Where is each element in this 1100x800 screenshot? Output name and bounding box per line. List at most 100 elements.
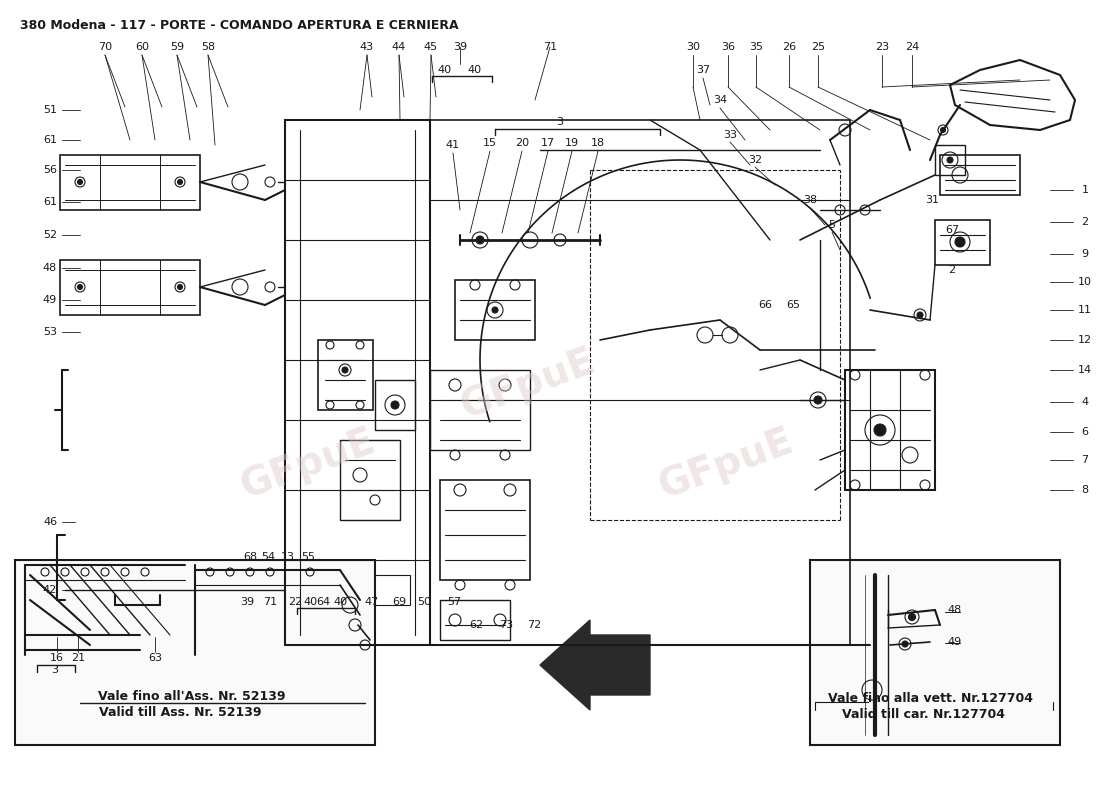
Circle shape bbox=[177, 285, 183, 290]
Text: 64: 64 bbox=[316, 597, 330, 607]
Text: 53: 53 bbox=[43, 327, 57, 337]
Circle shape bbox=[77, 179, 82, 185]
Text: 21: 21 bbox=[70, 653, 85, 663]
Text: 20: 20 bbox=[515, 138, 529, 148]
Text: 69: 69 bbox=[392, 597, 406, 607]
Circle shape bbox=[940, 127, 946, 133]
Bar bbox=[935, 145, 965, 175]
Text: 39: 39 bbox=[453, 42, 468, 52]
Text: 7: 7 bbox=[1081, 455, 1089, 465]
Text: 67: 67 bbox=[945, 225, 959, 235]
Text: 44: 44 bbox=[392, 42, 406, 52]
Circle shape bbox=[917, 312, 923, 318]
Text: 1: 1 bbox=[1081, 185, 1089, 195]
Text: 60: 60 bbox=[135, 42, 149, 52]
Text: 63: 63 bbox=[148, 653, 162, 663]
Text: 26: 26 bbox=[782, 42, 796, 52]
Text: 62: 62 bbox=[469, 620, 483, 630]
Circle shape bbox=[342, 367, 348, 373]
Text: 47: 47 bbox=[365, 597, 380, 607]
Text: 58: 58 bbox=[201, 42, 216, 52]
Bar bbox=[455, 280, 535, 340]
Text: Valid till car. Nr.127704: Valid till car. Nr.127704 bbox=[843, 707, 1005, 721]
Text: 4: 4 bbox=[1081, 397, 1089, 407]
Text: GFpuE: GFpuE bbox=[455, 342, 601, 426]
Text: Valid till Ass. Nr. 52139: Valid till Ass. Nr. 52139 bbox=[99, 706, 262, 719]
Text: 66: 66 bbox=[758, 300, 772, 310]
Circle shape bbox=[874, 424, 886, 436]
Text: 31: 31 bbox=[925, 195, 939, 205]
Circle shape bbox=[390, 401, 399, 409]
Text: 15: 15 bbox=[483, 138, 497, 148]
Text: GFpuE: GFpuE bbox=[653, 422, 799, 506]
Bar bbox=[318, 340, 373, 410]
Text: 10: 10 bbox=[1078, 277, 1092, 287]
Text: 39: 39 bbox=[240, 597, 254, 607]
Bar bbox=[430, 370, 530, 450]
Bar bbox=[375, 380, 415, 430]
Circle shape bbox=[902, 641, 908, 647]
Text: 55: 55 bbox=[301, 552, 315, 562]
Text: 9: 9 bbox=[1081, 249, 1089, 259]
Text: 18: 18 bbox=[591, 138, 605, 148]
Text: 56: 56 bbox=[43, 165, 57, 175]
Text: 40: 40 bbox=[438, 65, 452, 75]
Text: 380 Modena - 117 - PORTE - COMANDO APERTURA E CERNIERA: 380 Modena - 117 - PORTE - COMANDO APERT… bbox=[20, 19, 459, 32]
Text: 68: 68 bbox=[243, 552, 257, 562]
Text: 52: 52 bbox=[43, 230, 57, 240]
Bar bbox=[940, 155, 1020, 195]
Text: 38: 38 bbox=[803, 195, 817, 205]
Text: 61: 61 bbox=[43, 135, 57, 145]
Text: 61: 61 bbox=[43, 197, 57, 207]
Text: Vale fino alla vett. Nr.127704: Vale fino alla vett. Nr.127704 bbox=[827, 691, 1033, 705]
Text: 2: 2 bbox=[948, 265, 956, 275]
Circle shape bbox=[77, 285, 82, 290]
Bar bbox=[440, 600, 510, 640]
Text: 5: 5 bbox=[828, 220, 836, 230]
Text: 3: 3 bbox=[52, 665, 58, 675]
Text: 41: 41 bbox=[446, 140, 460, 150]
Bar bbox=[810, 560, 1060, 745]
Text: 19: 19 bbox=[565, 138, 579, 148]
Text: 30: 30 bbox=[686, 42, 700, 52]
Circle shape bbox=[947, 157, 953, 163]
Text: 49: 49 bbox=[948, 637, 962, 647]
Text: 23: 23 bbox=[874, 42, 889, 52]
Text: 43: 43 bbox=[360, 42, 374, 52]
Text: 17: 17 bbox=[541, 138, 556, 148]
Polygon shape bbox=[540, 620, 650, 710]
Text: 35: 35 bbox=[749, 42, 763, 52]
Bar bbox=[440, 480, 530, 580]
Text: 48: 48 bbox=[43, 263, 57, 273]
Text: 37: 37 bbox=[696, 65, 711, 75]
Text: Vale fino all'Ass. Nr. 52139: Vale fino all'Ass. Nr. 52139 bbox=[98, 690, 286, 703]
Text: 6: 6 bbox=[1081, 427, 1089, 437]
Bar bbox=[935, 220, 990, 265]
Text: 12: 12 bbox=[1078, 335, 1092, 345]
Text: 48: 48 bbox=[948, 605, 962, 615]
Circle shape bbox=[177, 179, 183, 185]
Text: 54: 54 bbox=[261, 552, 275, 562]
Text: 71: 71 bbox=[263, 597, 277, 607]
Text: 33: 33 bbox=[723, 130, 737, 140]
Text: 51: 51 bbox=[43, 105, 57, 115]
Text: 22: 22 bbox=[288, 597, 302, 607]
Text: 57: 57 bbox=[447, 597, 461, 607]
Text: 3: 3 bbox=[557, 117, 563, 127]
Text: 36: 36 bbox=[720, 42, 735, 52]
Bar bbox=[845, 370, 935, 490]
Text: 46: 46 bbox=[43, 517, 57, 527]
Circle shape bbox=[955, 237, 965, 247]
Text: 45: 45 bbox=[424, 42, 438, 52]
Text: 2: 2 bbox=[1081, 217, 1089, 227]
Circle shape bbox=[492, 307, 498, 313]
Text: 71: 71 bbox=[543, 42, 557, 52]
Text: 59: 59 bbox=[169, 42, 184, 52]
Text: 50: 50 bbox=[417, 597, 431, 607]
Bar bbox=[15, 560, 375, 745]
Circle shape bbox=[814, 396, 822, 404]
Text: 32: 32 bbox=[748, 155, 762, 165]
Text: 16: 16 bbox=[50, 653, 64, 663]
Bar bbox=[340, 440, 400, 520]
Bar bbox=[370, 575, 410, 605]
